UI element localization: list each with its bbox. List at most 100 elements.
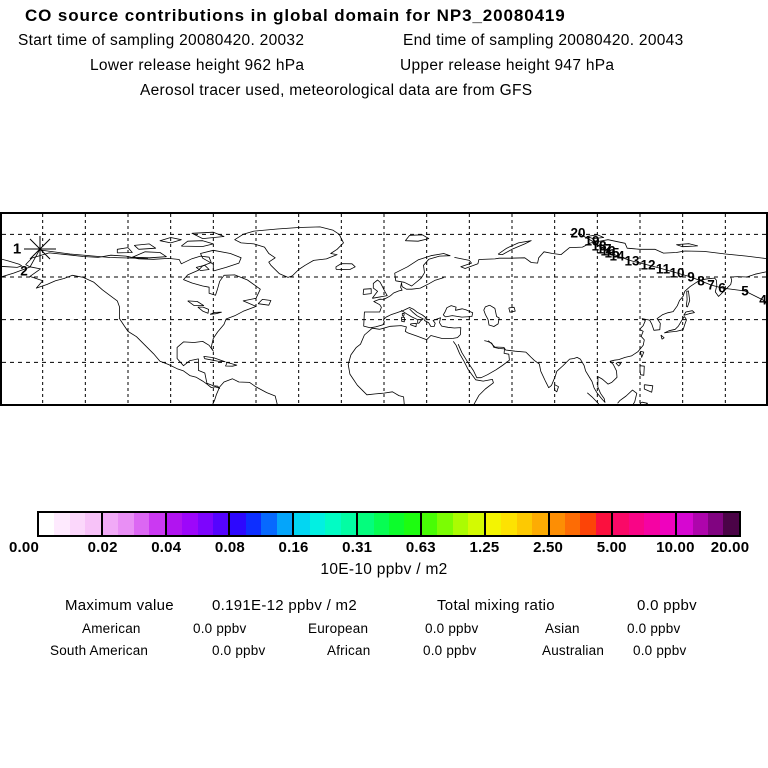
release-marker-label: 1 xyxy=(13,241,21,258)
colorbar-segment xyxy=(483,513,548,535)
trajectory-point-label: 18 xyxy=(591,239,607,254)
coastline xyxy=(639,401,648,404)
colorbar-cell xyxy=(230,513,246,535)
colorbar-tick-label: 2.50 xyxy=(533,539,564,556)
trajectory-point-label: 5 xyxy=(741,284,749,299)
colorbar-cell xyxy=(358,513,374,535)
coastline xyxy=(200,249,242,272)
colorbar-tick-label: 10.00 xyxy=(656,539,695,556)
colorbar-cell xyxy=(628,513,645,535)
coastline xyxy=(685,290,691,308)
colorbar-cell xyxy=(294,513,310,535)
colorbar-cell xyxy=(197,513,213,535)
coastline xyxy=(508,306,516,313)
colorbar-segment xyxy=(164,513,229,535)
trajectory-point-label: 10 xyxy=(669,266,684,281)
coastline xyxy=(209,311,222,315)
trajectory-point-label: 12 xyxy=(640,258,655,273)
colorbar-cell xyxy=(276,513,293,535)
coastline xyxy=(191,231,225,239)
region-african-label: African xyxy=(327,643,371,658)
coastline xyxy=(362,288,372,295)
coastline xyxy=(347,325,453,404)
colorbar-cell xyxy=(485,513,502,535)
region-european-value: 0.0 ppbv xyxy=(425,621,479,636)
colorbar-cell xyxy=(564,513,581,535)
plot-title: CO source contributions in global domain… xyxy=(25,6,566,25)
colorbar-cell xyxy=(516,513,533,535)
colorbar-cell xyxy=(677,513,693,535)
colorbar-cell xyxy=(325,513,341,535)
coastline xyxy=(257,299,272,306)
colorbar-cell xyxy=(723,513,739,535)
coastline xyxy=(335,263,356,270)
max-value: 0.191E-12 ppbv / m2 xyxy=(212,597,357,614)
trajectory-point-label: 9 xyxy=(687,270,695,285)
colorbar-cell xyxy=(421,513,438,535)
colorbar-cell xyxy=(452,513,469,535)
coastline xyxy=(132,251,167,259)
trajectory-point-label: 11 xyxy=(656,262,671,277)
colorbar-cell xyxy=(69,513,86,535)
colorbar-cell xyxy=(102,513,119,535)
colorbar-cell xyxy=(613,513,629,535)
region-american-value: 0.0 ppbv xyxy=(193,621,247,636)
total-mixing-ratio-label: Total mixing ratio xyxy=(437,597,555,614)
region-european-label: European xyxy=(308,621,369,636)
trajectory-point-label: 17 xyxy=(596,242,611,257)
coastline xyxy=(212,378,278,404)
colorbar-segment xyxy=(228,513,293,535)
region-south-american-label: South American xyxy=(50,643,149,658)
colorbar-tick-label: 0.04 xyxy=(151,539,182,556)
coastline xyxy=(643,384,654,393)
coastline xyxy=(400,308,424,324)
region-south-american-value: 0.0 ppbv xyxy=(212,643,266,658)
coastline xyxy=(483,304,500,327)
colorbar-cell xyxy=(501,513,517,535)
colorbar-segment xyxy=(675,513,739,535)
coastline xyxy=(2,258,23,268)
coastline xyxy=(497,240,532,255)
trajectory-line-west xyxy=(2,248,41,278)
colorbar-cell xyxy=(692,513,709,535)
colorbar-cell xyxy=(309,513,326,535)
coastline xyxy=(203,356,226,363)
coastline xyxy=(25,252,261,389)
colorbar-cell xyxy=(118,513,134,535)
colorbar-tick-label: 0.63 xyxy=(405,539,436,556)
coastline xyxy=(640,350,645,358)
colorbar-cell xyxy=(580,513,596,535)
coastline xyxy=(660,334,665,340)
trajectory-point-label: 15 xyxy=(604,246,620,261)
coastline xyxy=(371,279,388,299)
colorbar xyxy=(37,511,741,537)
coastline xyxy=(615,361,622,367)
map-border xyxy=(0,212,768,406)
colorbar-cell xyxy=(261,513,277,535)
trajectory-line-east xyxy=(39,249,149,259)
region-african-value: 0.0 ppbv xyxy=(423,643,477,658)
coastline xyxy=(394,253,451,287)
coastline xyxy=(683,310,695,316)
colorbar-cell xyxy=(659,513,676,535)
coastline xyxy=(554,384,559,393)
trajectory-point-label: 2 xyxy=(20,264,28,279)
colorbar-cell xyxy=(404,513,420,535)
trajectory-point-label: 16 xyxy=(600,244,616,259)
coastline xyxy=(410,322,417,328)
trajectory-line-siberia xyxy=(577,232,766,304)
colorbar-cell xyxy=(708,513,724,535)
colorbar-segment xyxy=(419,513,484,535)
region-asian-value: 0.0 ppbv xyxy=(627,621,681,636)
colorbar-cell xyxy=(373,513,389,535)
colorbar-cell xyxy=(245,513,262,535)
coastline xyxy=(676,243,698,248)
colorbar-tick-label: 0.02 xyxy=(87,539,118,556)
coastline xyxy=(401,316,405,323)
total-mixing-ratio-value: 0.0 ppbv xyxy=(637,597,697,614)
colorbar-cell xyxy=(39,513,55,535)
colorbar-tick-label: 0.08 xyxy=(214,539,245,556)
